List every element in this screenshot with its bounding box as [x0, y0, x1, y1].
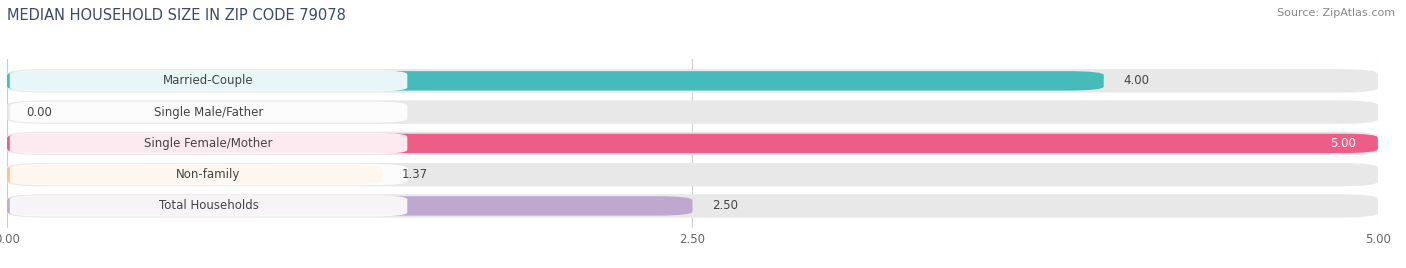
FancyBboxPatch shape — [10, 70, 408, 91]
Text: Total Households: Total Households — [159, 199, 259, 213]
FancyBboxPatch shape — [7, 100, 1378, 124]
Text: 4.00: 4.00 — [1123, 74, 1149, 87]
FancyBboxPatch shape — [10, 102, 408, 123]
FancyBboxPatch shape — [7, 69, 1378, 92]
FancyBboxPatch shape — [7, 134, 1378, 153]
Text: Source: ZipAtlas.com: Source: ZipAtlas.com — [1277, 8, 1395, 18]
Text: MEDIAN HOUSEHOLD SIZE IN ZIP CODE 79078: MEDIAN HOUSEHOLD SIZE IN ZIP CODE 79078 — [7, 8, 346, 23]
Text: Single Male/Father: Single Male/Father — [153, 106, 263, 119]
Text: Single Female/Mother: Single Female/Mother — [145, 137, 273, 150]
FancyBboxPatch shape — [7, 71, 1104, 91]
Text: Married-Couple: Married-Couple — [163, 74, 254, 87]
FancyBboxPatch shape — [7, 163, 1378, 186]
Text: 5.00: 5.00 — [1330, 137, 1355, 150]
FancyBboxPatch shape — [7, 196, 693, 215]
FancyBboxPatch shape — [10, 164, 408, 185]
FancyBboxPatch shape — [10, 195, 408, 217]
FancyBboxPatch shape — [7, 165, 382, 184]
FancyBboxPatch shape — [7, 194, 1378, 218]
FancyBboxPatch shape — [7, 132, 1378, 155]
Text: 0.00: 0.00 — [27, 106, 52, 119]
FancyBboxPatch shape — [10, 133, 408, 154]
Text: 1.37: 1.37 — [402, 168, 427, 181]
Text: Non-family: Non-family — [176, 168, 240, 181]
Text: 2.50: 2.50 — [711, 199, 738, 213]
